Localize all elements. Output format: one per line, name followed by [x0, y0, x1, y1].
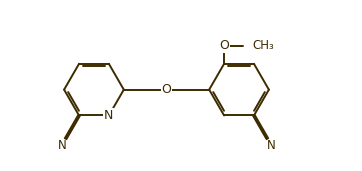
Text: O: O [161, 83, 172, 96]
Text: CH₃: CH₃ [252, 39, 274, 52]
Text: O: O [219, 39, 229, 52]
Text: N: N [58, 139, 66, 152]
Text: N: N [267, 139, 275, 152]
Text: N: N [104, 109, 114, 122]
